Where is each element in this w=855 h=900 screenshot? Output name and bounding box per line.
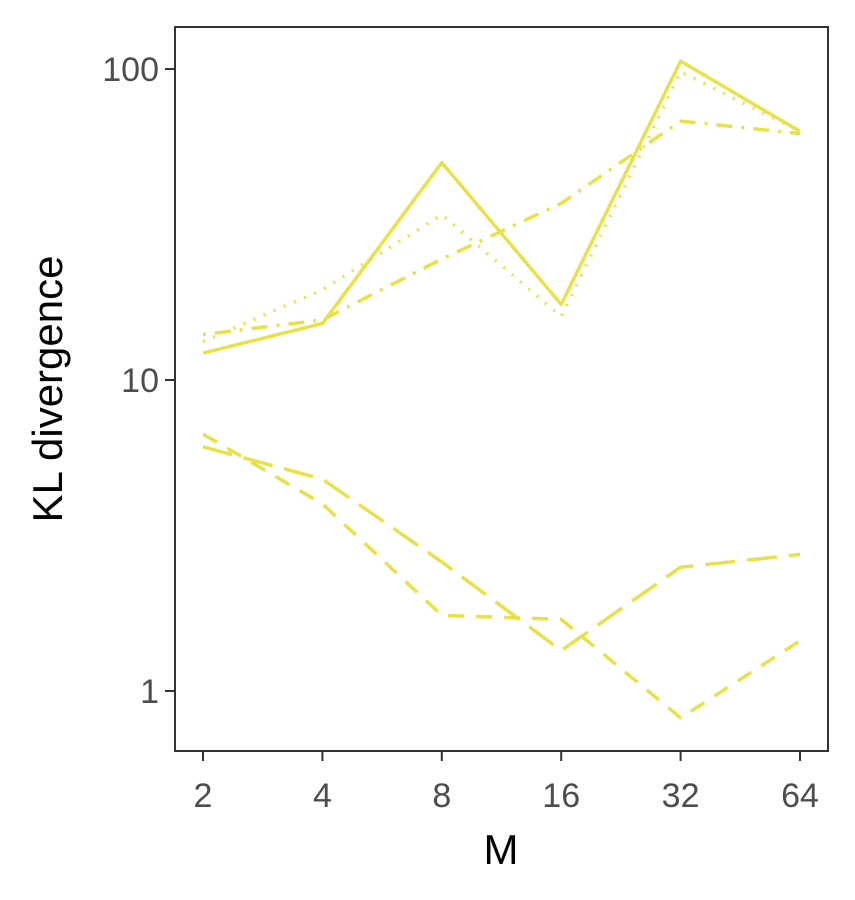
x-axis: 2 4 8 16 32 64 [194, 751, 819, 815]
x-tick-label: 16 [542, 777, 580, 815]
x-tick-label: 4 [313, 777, 332, 815]
y-tick-label: 10 [121, 362, 159, 400]
plot-panel [174, 26, 829, 752]
series-line-longdash [202, 445, 801, 653]
x-tick-label: 32 [662, 777, 700, 815]
x-axis-title: M [484, 826, 519, 873]
series-line-dashdot [202, 119, 801, 337]
y-tick-label: 1 [140, 673, 159, 711]
series-line-solid [202, 59, 801, 355]
x-tick-label: 2 [194, 777, 213, 815]
x-tick-label: 8 [432, 777, 451, 815]
series-layer [202, 59, 801, 720]
y-tick-label: 100 [102, 51, 159, 89]
y-axis-title: KL divergence [24, 256, 71, 523]
y-axis: 1 10 100 [102, 51, 175, 711]
x-tick-label: 64 [781, 777, 819, 815]
series-line-dashed [202, 432, 801, 720]
